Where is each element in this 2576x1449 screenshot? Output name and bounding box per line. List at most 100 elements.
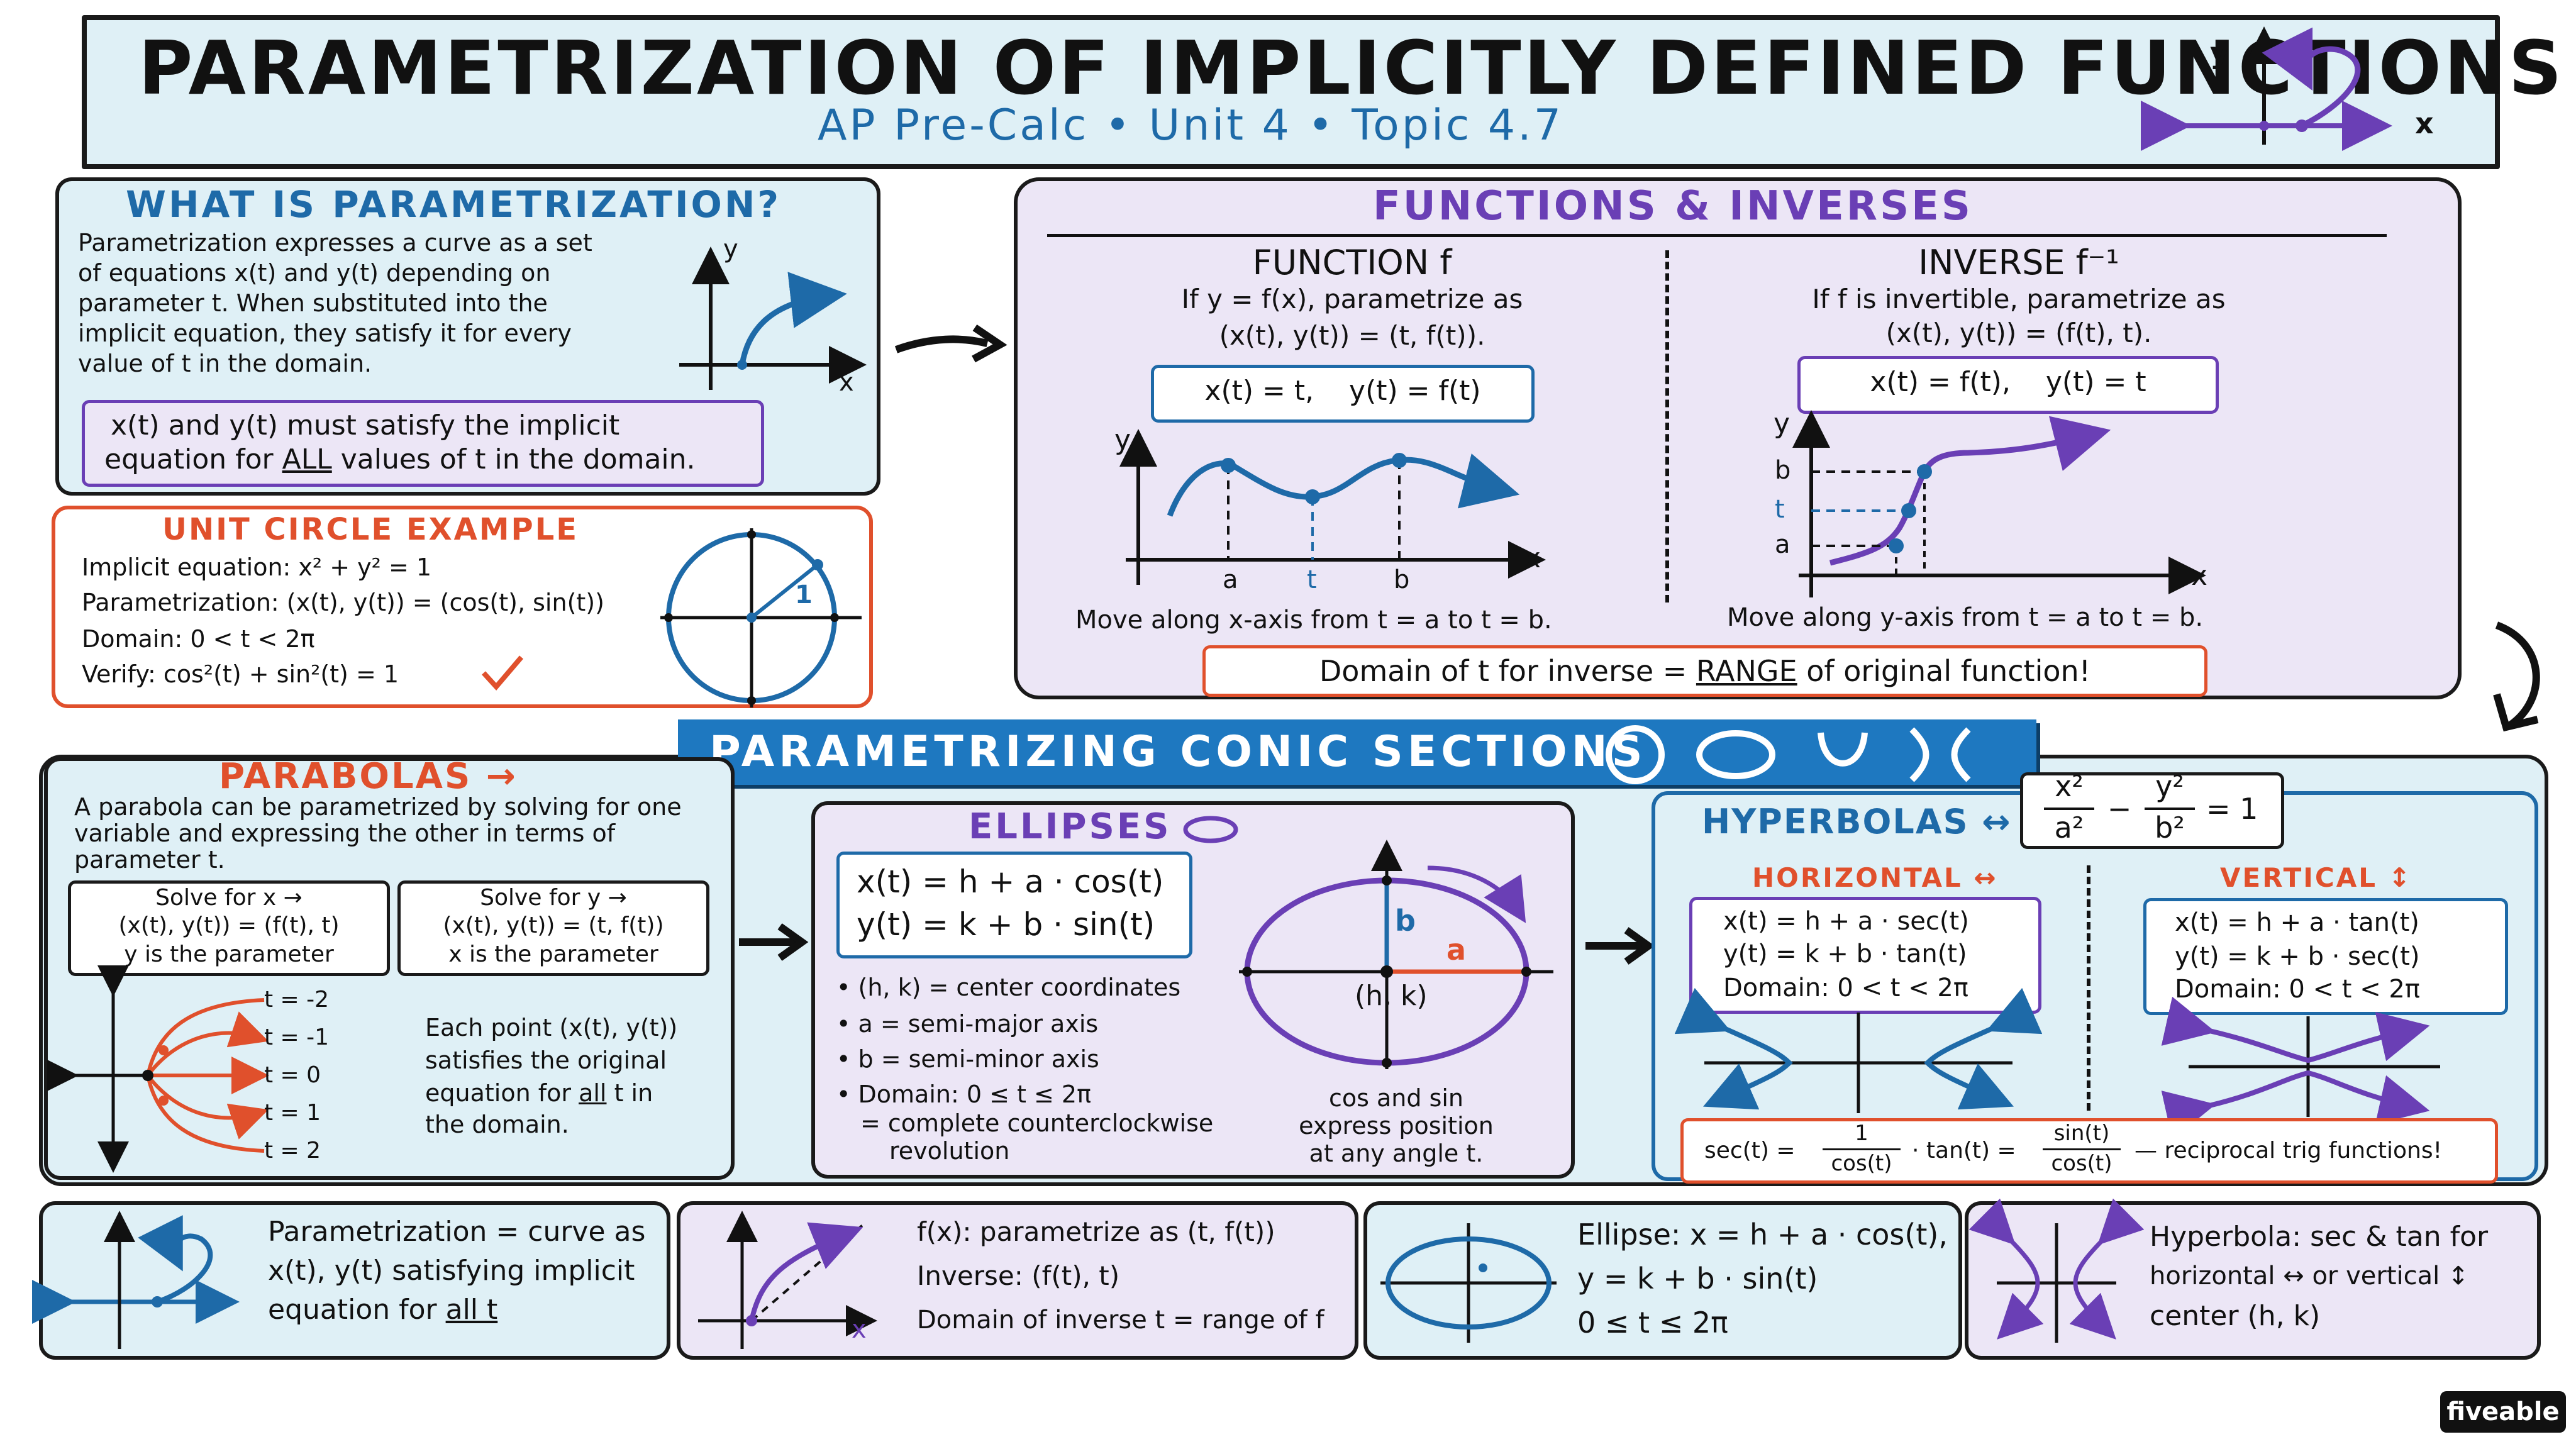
parabola-graph	[47, 965, 269, 1173]
hyperbola-eq-den1: a²	[2054, 811, 2084, 845]
ellipse-graph	[1239, 840, 1553, 1069]
title-banner	[82, 15, 2500, 169]
ellipse-caption-2: express position	[1299, 1112, 1494, 1140]
title-graph-icon	[2141, 26, 2392, 151]
summary-4-line-1: Hyperbola: sec & tan for	[2150, 1221, 2489, 1253]
recip-one: 1	[1855, 1121, 1868, 1146]
recip-sec: sec(t) =	[1704, 1138, 1796, 1163]
what-line-2: of equations x(t) and y(t) depending on	[78, 259, 551, 287]
recip-sin: sin(t)	[2053, 1121, 2110, 1146]
summary-4-line-3: center (h, k)	[2150, 1300, 2321, 1332]
parabola-note-3: equation for all t in	[425, 1079, 653, 1107]
reciprocal-trig-box	[1680, 1118, 2498, 1184]
hyperbola-eq-bar1	[2044, 808, 2094, 810]
parabola-t-label-5: t = 2	[264, 1138, 321, 1163]
title-icon-y: y	[2210, 36, 2229, 70]
hyperbola-horizontal-eq1: x(t) = h + a · sec(t)	[1723, 907, 1969, 936]
inverse-caption: Move along y-axis from t = a to t = b.	[1727, 603, 2204, 632]
parabola-box-solve-x-note: y is the parameter	[124, 941, 334, 967]
what-line-1: Parametrization expresses a curve as a s…	[78, 229, 592, 257]
summary-2-line-1: f(x): parametrize as (t, f(t))	[917, 1216, 1275, 1247]
arrow-right-icon-3	[1585, 927, 1655, 965]
function-desc-2: (x(t), y(t)) = (t, f(t)).	[1219, 320, 1485, 351]
page-title: PARAMETRIZATION OF IMPLICITLY DEFINED FU…	[138, 25, 2565, 111]
summary-1-line-3: equation for all t	[268, 1294, 498, 1326]
summary-1-line-2: x(t), y(t) satisfying implicit	[268, 1255, 635, 1287]
function-title: FUNCTION f	[1252, 243, 1452, 282]
hyperbola-eq-num1: x²	[2055, 769, 2084, 803]
hyperbola-horizontal-domain: Domain: 0 < t < 2π	[1723, 974, 1968, 1002]
hyperbola-vertical-graph	[2161, 996, 2440, 1140]
parabola-t-label-2: t = -1	[264, 1024, 330, 1050]
function-desc-1: If y = f(x), parametrize as	[1181, 284, 1523, 314]
unit-circle-graph	[660, 528, 862, 708]
inverse-graph	[1792, 410, 2206, 597]
inverse-axis-y: y	[1774, 408, 1790, 440]
parabolas-heading: PARABOLAS →	[219, 756, 518, 797]
hyperbola-eq-rhs: = 1	[2206, 792, 2258, 826]
ellipse-eq-2: y(t) = k + b · sin(t)	[857, 906, 1155, 943]
ellipses-heading: ELLIPSES	[969, 806, 1172, 847]
inverse-eq: x(t) = f(t), y(t) = t	[1870, 366, 2146, 398]
functions-heading: FUNCTIONS & INVERSES	[1373, 183, 1973, 230]
summary-2-x: x	[852, 1315, 867, 1344]
summary-card-3	[1363, 1201, 1962, 1360]
hyperbola-vertical-domain: Domain: 0 < t < 2π	[2175, 975, 2420, 1004]
inverse-tick-a: a	[1775, 530, 1790, 559]
hyperbola-divider	[2087, 865, 2090, 1111]
parabola-note-2: satisfies the original	[425, 1046, 667, 1074]
summary-3-graph	[1380, 1223, 1557, 1343]
recip-bar2	[2043, 1148, 2121, 1150]
checkmark-icon	[482, 655, 524, 691]
function-caption: Move along x-axis from t = a to t = b.	[1075, 606, 1552, 635]
summary-4-line-2: horizontal ↔ or vertical ↕	[2150, 1262, 2469, 1291]
hyperbola-eq-minus: −	[2107, 792, 2132, 826]
parabola-box-solve-y-eq: (x(t), y(t)) = (t, f(t))	[443, 913, 664, 938]
ellipse-bullet-3: • b = semi-minor axis	[836, 1045, 1099, 1073]
inverse-desc-1: If f is invertible, parametrize as	[1812, 284, 2226, 314]
parabola-box-solve-x	[68, 880, 390, 976]
ellipse-bullet-4: • Domain: 0 ≤ t ≤ 2π	[836, 1080, 1091, 1108]
ellipse-label-center: (h, k)	[1355, 980, 1428, 1012]
functions-heading-rule	[1047, 234, 2387, 237]
what-line-5: value of t in the domain.	[78, 350, 372, 377]
arrow-right-icon-2	[739, 923, 809, 961]
inverse-title: INVERSE f⁻¹	[1918, 243, 2119, 282]
what-graph	[679, 247, 867, 390]
hyperbola-horizontal-eq2: y(t) = k + b · tan(t)	[1723, 940, 1967, 969]
ellipse-eq-box	[836, 852, 1192, 958]
functions-divider	[1665, 250, 1669, 602]
hyperbola-vertical-eq2: y(t) = k + b · sec(t)	[2175, 942, 2420, 971]
hyperbola-horizontal-title: HORIZONTAL ↔	[1752, 862, 1998, 893]
parabola-box-solve-y-title: Solve for y →	[480, 885, 627, 911]
parabola-t-label-1: t = -2	[264, 987, 330, 1013]
parabola-t-label-3: t = 0	[264, 1062, 321, 1088]
ellipse-icon	[1183, 816, 1238, 843]
what-graph-y: y	[723, 235, 738, 264]
inverse-domain-banner-text: Domain of t for inverse = RANGE of origi…	[1319, 654, 2091, 688]
parabola-box-solve-x-eq: (x(t), y(t)) = (f(t), t)	[118, 913, 340, 938]
unit-circle-verify: Verify: cos²(t) + sin²(t) = 1	[82, 660, 399, 688]
recip-tail: — reciprocal trig functions!	[2135, 1138, 2443, 1163]
parabolas-desc: A parabola can be parametrized by solvin…	[74, 793, 682, 874]
hyperbolas-heading: HYPERBOLAS ↔	[1702, 802, 2012, 841]
what-heading: WHAT IS PARAMETRIZATION?	[126, 183, 782, 226]
inverse-desc-2: (x(t), y(t)) = (f(t), t).	[1885, 318, 2152, 348]
ellipse-eq-1: x(t) = h + a · cos(t)	[857, 863, 1164, 900]
recip-tan: · tan(t) =	[1912, 1138, 2016, 1163]
summary-4-graph	[1968, 1198, 2145, 1343]
ellipse-bullet-2: • a = semi-major axis	[836, 1010, 1099, 1038]
ellipse-bullet-cont-2: revolution	[889, 1137, 1010, 1165]
inverse-domain-banner	[1202, 645, 2207, 697]
conics-banner	[678, 719, 2036, 785]
summary-2-graph	[698, 1211, 877, 1349]
curved-arrow-down-icon	[2493, 621, 2540, 732]
unit-circle-domain: Domain: 0 < t < 2π	[82, 625, 315, 653]
function-axis-x: x	[1524, 542, 1541, 574]
ellipse-caption-1: cos and sin	[1328, 1084, 1464, 1112]
summary-1-graph	[32, 1211, 240, 1349]
what-note-line2: equation for ALL values of t in the doma…	[104, 443, 696, 475]
parabola-note-4: the domain.	[425, 1111, 569, 1138]
conics-heading: PARAMETRIZING CONIC SECTIONS	[709, 727, 1647, 777]
hyperbola-horizontal-graph	[1674, 987, 2043, 1113]
